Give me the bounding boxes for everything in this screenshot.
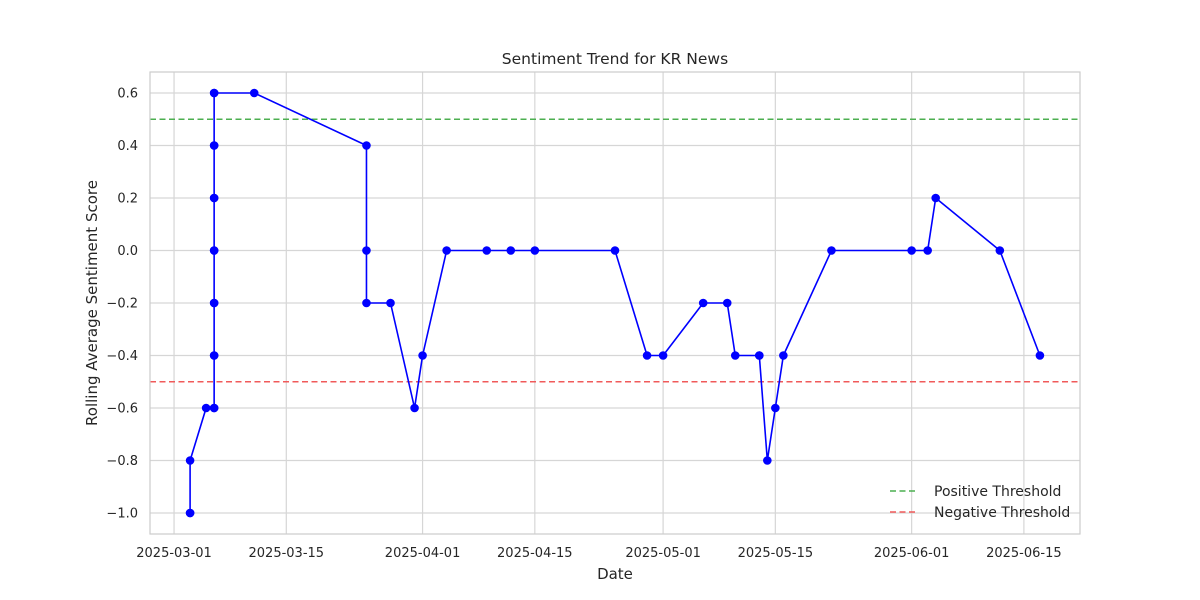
data-point bbox=[755, 351, 764, 360]
x-axis-label: Date bbox=[597, 565, 633, 583]
data-point bbox=[362, 141, 371, 150]
x-tick-label: 2025-03-15 bbox=[249, 546, 325, 561]
data-point bbox=[209, 88, 219, 98]
data-point bbox=[442, 246, 451, 255]
data-point bbox=[931, 193, 940, 203]
data-point bbox=[209, 298, 219, 308]
data-point bbox=[730, 351, 740, 360]
y-tick-label: −0.8 bbox=[106, 454, 138, 469]
data-point bbox=[209, 403, 219, 413]
data-point bbox=[185, 508, 195, 518]
data-point bbox=[185, 456, 195, 465]
data-point bbox=[209, 351, 219, 360]
x-tick-label: 2025-05-15 bbox=[738, 546, 814, 561]
data-point bbox=[779, 351, 788, 360]
data-point bbox=[907, 246, 916, 255]
x-tick-label: 2025-06-15 bbox=[986, 546, 1062, 561]
y-axis-label: Rolling Average Sentiment Score bbox=[83, 180, 101, 426]
x-tick-label: 2025-05-01 bbox=[625, 546, 701, 561]
x-tick-label: 2025-04-15 bbox=[497, 546, 573, 561]
x-tick-label: 2025-03-01 bbox=[136, 546, 212, 561]
legend-label: Positive Threshold bbox=[934, 484, 1061, 500]
data-point bbox=[506, 246, 516, 255]
legend: Positive Threshold Negative Threshold bbox=[890, 484, 1070, 521]
data-point bbox=[209, 246, 219, 255]
series-layer bbox=[185, 88, 1045, 518]
data-point bbox=[698, 298, 708, 308]
x-axis-ticks: 2025-03-01 2025-03-15 2025-04-01 2025-04-15… bbox=[136, 546, 1061, 561]
data-point bbox=[386, 298, 395, 308]
chart-title: Sentiment Trend for KR News bbox=[502, 50, 728, 68]
data-point bbox=[610, 246, 620, 255]
y-tick-label: −0.2 bbox=[106, 297, 138, 312]
data-point bbox=[722, 298, 732, 308]
y-tick-label: 0.0 bbox=[117, 244, 138, 259]
y-tick-label: −1.0 bbox=[106, 507, 138, 522]
data-point bbox=[209, 141, 219, 150]
x-tick-label: 2025-06-01 bbox=[874, 546, 950, 561]
data-point bbox=[763, 456, 772, 465]
y-tick-label: −0.6 bbox=[106, 402, 138, 417]
plot-frame bbox=[149, 71, 1081, 535]
data-point bbox=[658, 351, 668, 360]
data-point bbox=[209, 193, 219, 203]
data-point bbox=[418, 351, 427, 360]
y-tick-label: 0.6 bbox=[117, 87, 138, 102]
data-point bbox=[249, 88, 259, 98]
data-point bbox=[530, 246, 540, 255]
data-point bbox=[827, 246, 836, 255]
y-tick-label: 0.2 bbox=[117, 192, 138, 207]
threshold-lines bbox=[150, 118, 1080, 383]
data-point bbox=[1035, 351, 1045, 360]
legend-label: Negative Threshold bbox=[934, 505, 1070, 521]
y-tick-label: 0.4 bbox=[117, 139, 138, 154]
data-point bbox=[482, 246, 492, 255]
data-point bbox=[771, 403, 780, 413]
data-point bbox=[362, 298, 371, 308]
y-tick-label: −0.4 bbox=[106, 349, 138, 364]
data-point bbox=[362, 246, 371, 255]
data-point bbox=[201, 403, 211, 413]
y-axis-ticks: −1.0 −0.8 −0.6 −0.4 −0.2 0.0 0.2 0.4 0.6 bbox=[106, 87, 138, 522]
x-tick-label: 2025-04-01 bbox=[385, 546, 461, 561]
series-line bbox=[189, 92, 1041, 513]
data-point bbox=[642, 351, 652, 360]
data-point bbox=[410, 403, 419, 413]
data-point bbox=[923, 246, 932, 255]
data-point bbox=[995, 246, 1005, 255]
